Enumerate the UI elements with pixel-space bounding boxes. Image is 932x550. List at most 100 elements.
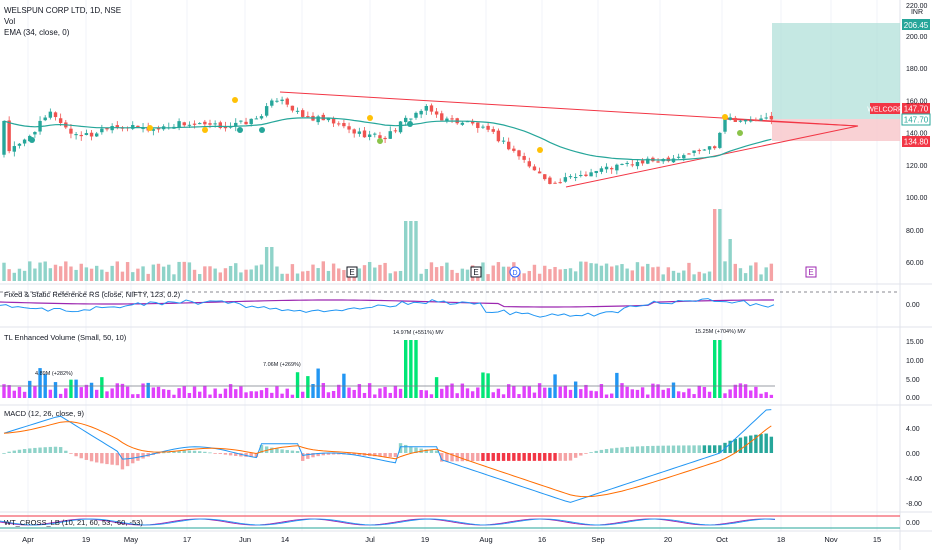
tl-volume-bar xyxy=(496,388,501,398)
macd-histogram-bar xyxy=(692,445,696,453)
indicator-axes: 0.00 15.00 10.00 5.00 0.00 4.00 0.00 -4.00 -8.00… xyxy=(906,302,924,527)
candle-body xyxy=(234,122,238,127)
tl-volume-bar xyxy=(512,385,516,398)
signal-dot xyxy=(367,115,373,121)
volume-bar xyxy=(548,269,552,281)
macd-histogram-bar xyxy=(646,446,650,453)
tl-volume-bar xyxy=(393,385,398,398)
volume-bar xyxy=(728,239,732,281)
candle-body xyxy=(749,120,753,122)
macd-histogram-bar xyxy=(496,453,501,461)
tl-volume-bar xyxy=(743,384,748,398)
macd-histogram-bar xyxy=(568,453,573,461)
indicator-tick: 5.00 xyxy=(906,377,920,384)
candle-body xyxy=(759,118,763,121)
tl-volume-bar xyxy=(234,389,238,398)
tl-volume-bar xyxy=(192,386,197,398)
macd-histogram-bar xyxy=(295,451,300,453)
macd-histogram-bar xyxy=(404,444,408,453)
signal-dot xyxy=(259,127,265,133)
time-tick: 15 xyxy=(873,535,881,544)
volume-bar xyxy=(167,264,171,281)
volume-bar xyxy=(481,262,485,281)
volume-bar xyxy=(723,261,727,281)
tl-volume-bar xyxy=(187,393,192,398)
stop-zone[interactable] xyxy=(772,119,900,141)
tl-volume-bar xyxy=(455,393,459,398)
volume-bar xyxy=(651,267,655,281)
macd-histogram-bar xyxy=(393,453,398,457)
candle-body xyxy=(429,105,434,112)
time-tick: Jul xyxy=(365,535,375,544)
volume-bar xyxy=(393,271,398,281)
macd-histogram-bar xyxy=(208,452,212,454)
tl-volume-bar xyxy=(548,387,552,398)
macd-histogram-bar xyxy=(563,453,568,461)
macd-histogram-bar xyxy=(589,452,593,453)
candle-body xyxy=(573,177,578,179)
macd-histogram-bar xyxy=(630,446,634,453)
macd-histogram-bar xyxy=(728,440,732,453)
dividend-event-marker xyxy=(509,266,521,278)
time-axis[interactable]: Apr 19 May 17 Jun 14 Jul 19 Aug 16 Sep 20 Oct 18 Nov 15 xyxy=(22,535,881,544)
tl-volume-bar xyxy=(167,389,171,398)
tl-volume-bar xyxy=(141,383,145,398)
time-tick: 19 xyxy=(82,535,90,544)
price-axis[interactable]: INR 220.00 200.00 180.00 160.00 140.00 120.00… xyxy=(906,3,928,267)
time-tick: 19 xyxy=(421,535,429,544)
tl-volume-bar xyxy=(244,392,248,398)
volume-bar xyxy=(321,261,325,281)
volume-bar xyxy=(316,268,320,281)
tl-volume-bar xyxy=(635,389,640,398)
tl-volume-bar xyxy=(33,386,37,398)
macd-histogram-bar xyxy=(707,445,712,453)
tl-volume-bar xyxy=(151,387,156,398)
candle-body xyxy=(151,129,156,131)
tl-volume-bar xyxy=(610,393,614,398)
volume-bar xyxy=(264,247,269,281)
tl-volume-bar xyxy=(733,384,737,398)
currency-label: INR xyxy=(911,9,923,16)
macd-histogram-bar xyxy=(275,448,279,453)
candle-body xyxy=(187,124,192,126)
tl-volume-bar xyxy=(177,388,181,398)
volume-bar xyxy=(455,272,459,281)
time-tick: Aug xyxy=(479,535,492,544)
candle-body xyxy=(630,164,634,166)
volume-bar xyxy=(496,262,501,281)
macd-histogram-bar xyxy=(156,453,161,454)
tl-volume-bar xyxy=(738,383,743,398)
macd-histogram-bar xyxy=(491,453,495,461)
event-markers[interactable]: E E D E xyxy=(346,266,817,278)
tl-volume-bar xyxy=(501,394,506,398)
tl-volume-bar xyxy=(28,380,32,398)
candle-body xyxy=(383,137,387,140)
candle-body xyxy=(398,121,403,133)
volume-bar xyxy=(610,266,614,281)
tl-volume-bar xyxy=(285,388,289,398)
time-tick: 14 xyxy=(281,535,289,544)
macd-histogram-bar xyxy=(285,450,289,453)
tl-volume-bar xyxy=(259,390,264,398)
volume-bar xyxy=(553,266,557,281)
candle-body xyxy=(105,127,109,130)
macd-histogram-bar xyxy=(110,453,114,465)
volume-bar xyxy=(568,268,573,281)
candle-body xyxy=(434,111,439,115)
candle-body xyxy=(259,116,264,119)
indicator-tick: 0.00 xyxy=(906,451,920,458)
candle-body xyxy=(579,175,583,177)
macd-histogram-bar xyxy=(640,446,645,453)
candle-body xyxy=(537,171,542,174)
macd-histogram-bar xyxy=(100,453,104,464)
tl-volume-bar xyxy=(481,372,485,398)
macd-histogram-bar xyxy=(378,453,382,457)
volume-bar xyxy=(280,273,284,281)
time-tick: Nov xyxy=(824,535,838,544)
macd-histogram-bar xyxy=(445,453,449,462)
macd-histogram-bar xyxy=(635,446,640,453)
ticker-badge-text: WELCORP xyxy=(867,107,903,114)
volume-bar xyxy=(234,263,238,281)
volume-bar xyxy=(120,271,125,281)
